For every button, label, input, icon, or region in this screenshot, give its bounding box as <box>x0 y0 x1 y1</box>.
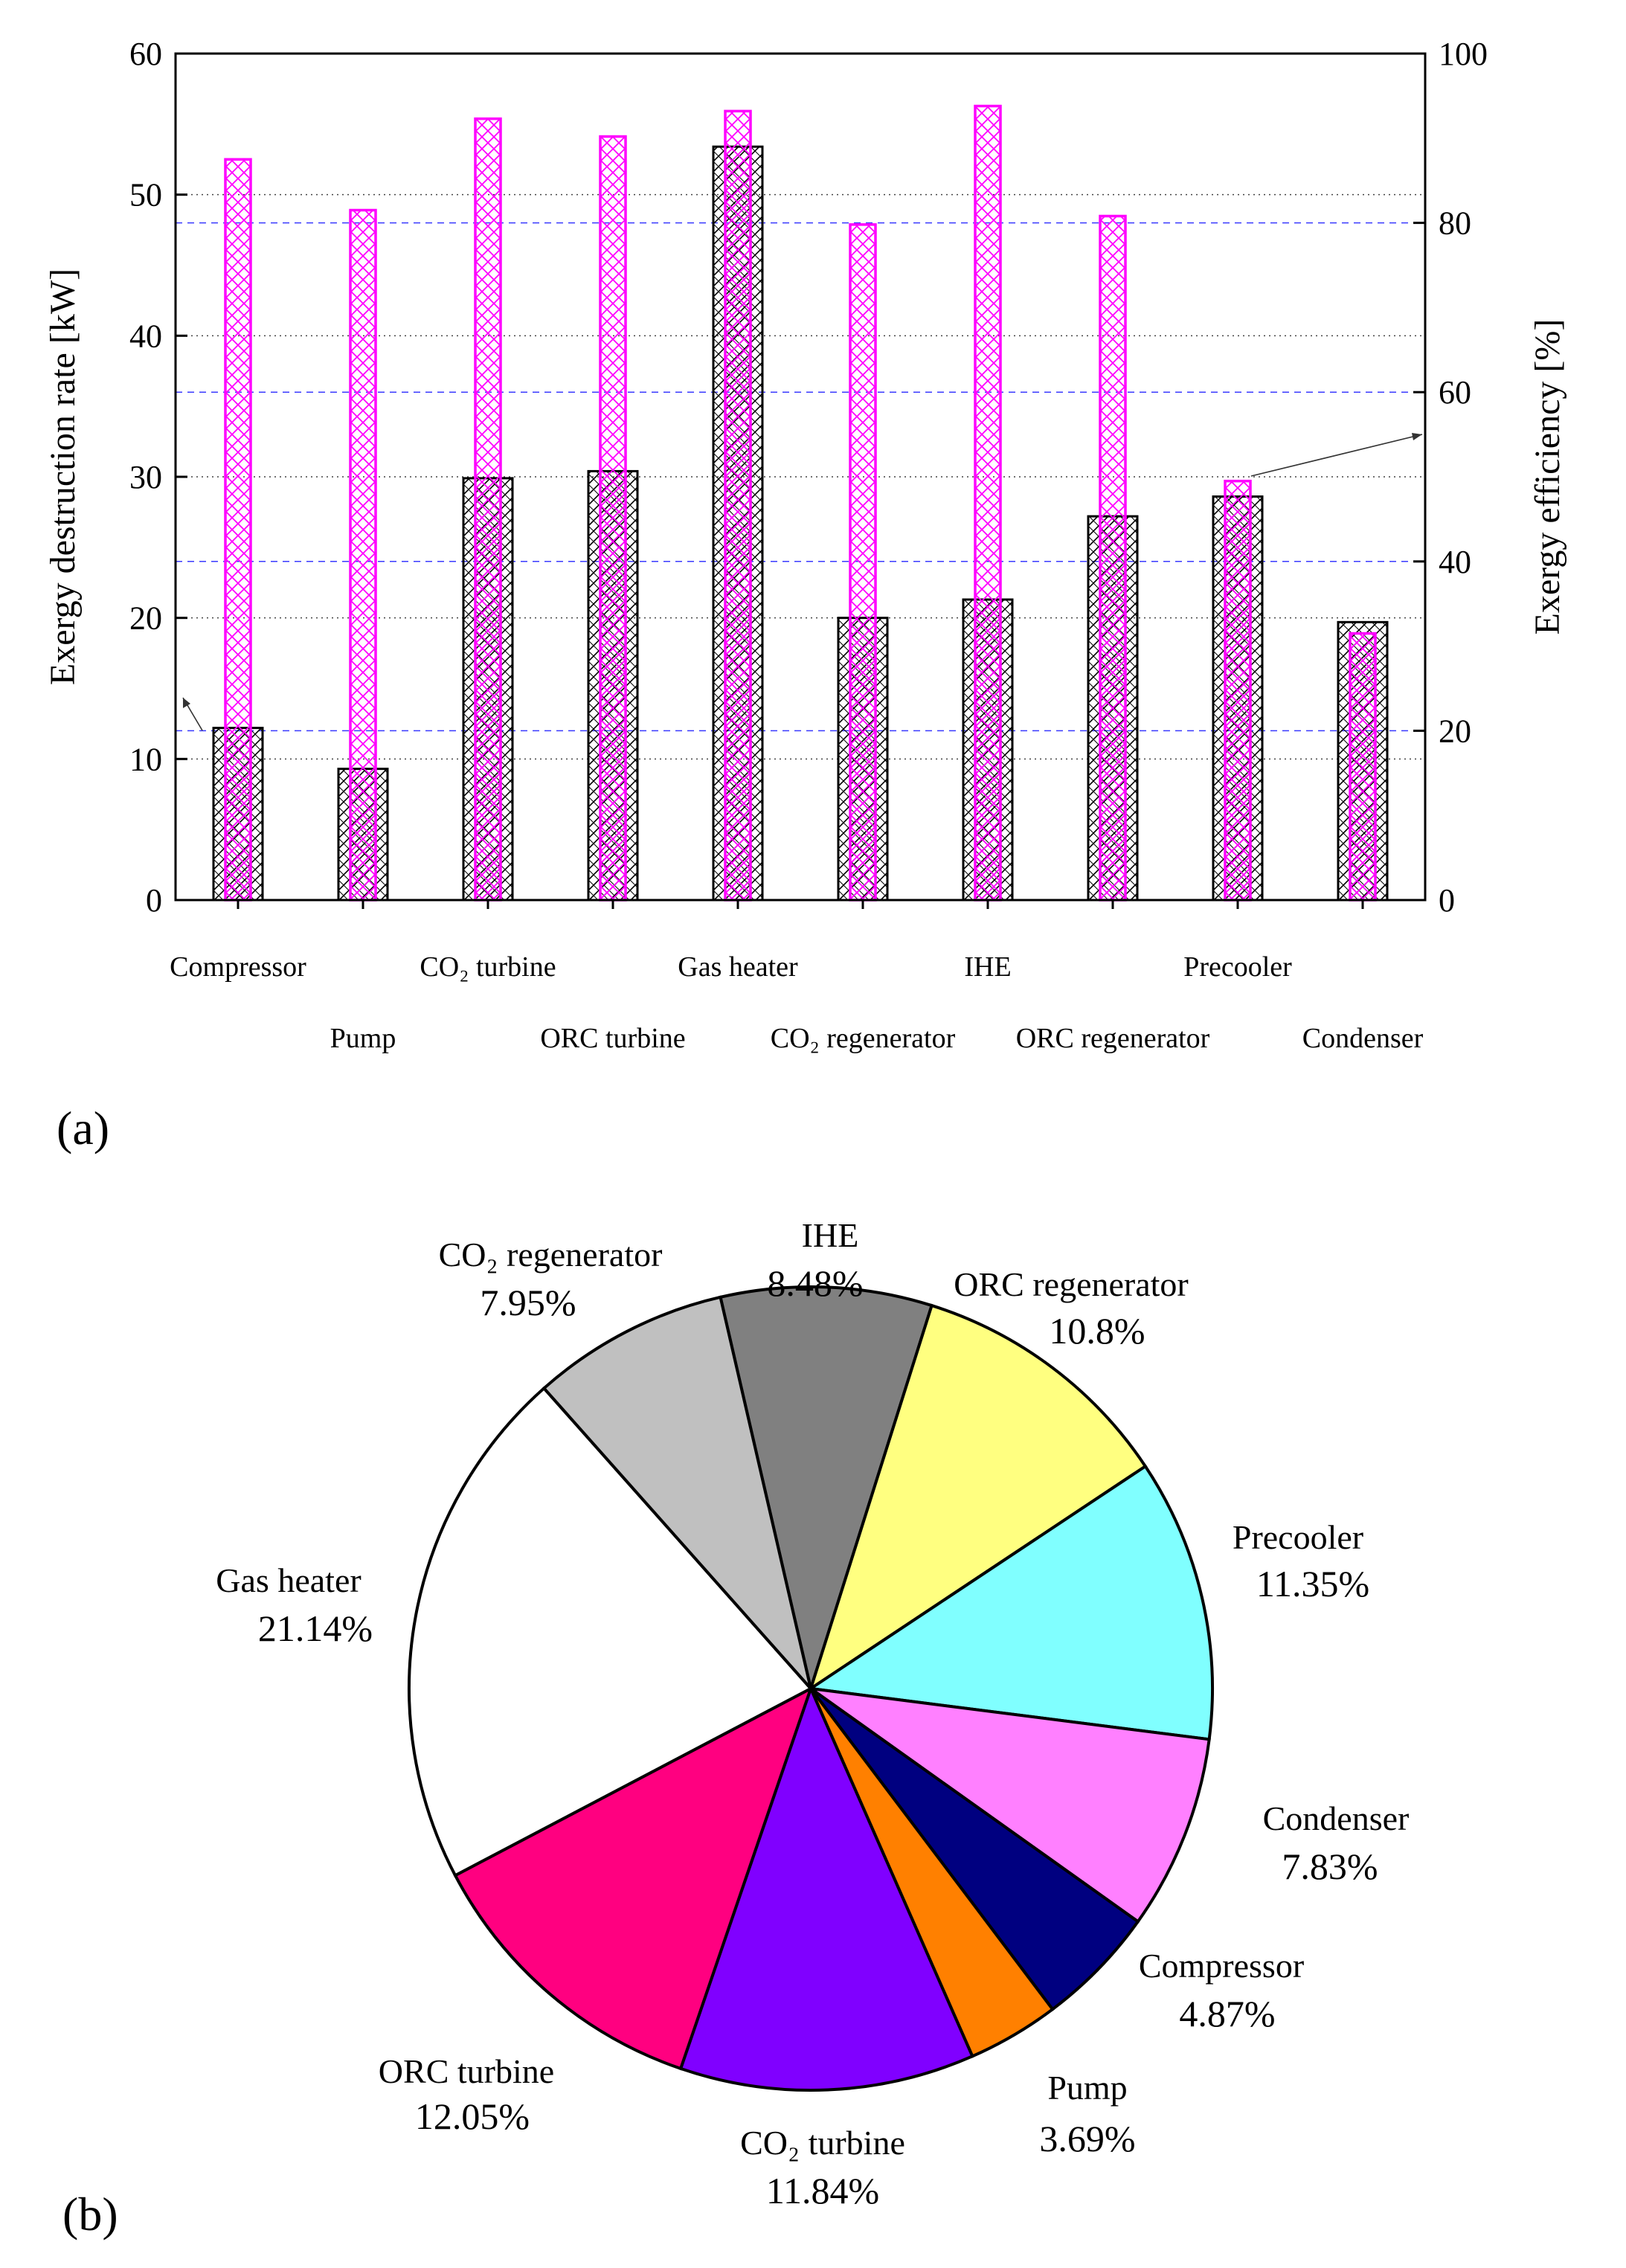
category-label: CO₂ regenerator <box>771 1023 956 1054</box>
bar-marks <box>212 104 1389 902</box>
pie-label-percent: 7.95% <box>480 1282 576 1323</box>
tick-label-left: 30 <box>129 459 162 495</box>
pie-slice <box>678 1684 974 2092</box>
pie-slice <box>806 1464 1214 1741</box>
pie-label-name: CO₂ turbine <box>740 2124 905 2162</box>
category-label: CO₂ turbine <box>420 951 556 983</box>
pie-label-percent: 4.87% <box>1179 1993 1275 2034</box>
panel-label-b: (b) <box>62 2188 118 2240</box>
category-label: Condenser <box>1302 1023 1424 1054</box>
pie-label-percent: 12.05% <box>415 2095 530 2137</box>
bar-exergy-efficiency <box>724 109 752 902</box>
bar-exergy-efficiency <box>1099 214 1127 902</box>
y2-axis-label: Exergy efficiency [%] <box>1528 319 1567 635</box>
bar-grid <box>176 193 1425 760</box>
pie-label-name: Condenser <box>1263 1799 1410 1837</box>
left-axis-arrow <box>182 697 203 731</box>
tick-label-left: 10 <box>129 741 162 777</box>
tick-label-right: 60 <box>1439 374 1471 411</box>
tick-label-left: 50 <box>129 177 162 213</box>
pie-labels: IHE 8.48% ORC regenerator 10.8% Precooler 11.… <box>216 1216 1409 2211</box>
pie-label-percent: 21.14% <box>258 1607 373 1649</box>
pie-label-percent: 11.84% <box>766 2170 879 2211</box>
bar-exergy-efficiency <box>224 158 252 902</box>
pie-label-name: ORC turbine <box>379 2052 554 2090</box>
category-label: Compressor <box>170 951 306 983</box>
pie-slice <box>809 1687 1211 1924</box>
pie-label-name: IHE <box>802 1216 859 1254</box>
pie-slice <box>808 1303 1148 1692</box>
pie-slices <box>408 1285 1214 2092</box>
tick-label-left: 0 <box>146 882 162 919</box>
bar-categories: Compressor Pump CO₂ turbine ORC turbine Gas … <box>170 951 1423 1054</box>
bar-exergy-efficiency <box>974 104 1002 902</box>
pie-label-name: Gas heater <box>216 1561 361 1599</box>
tick-label-left: 60 <box>129 36 162 72</box>
pie-label-name: CO₂ regenerator <box>439 1236 663 1273</box>
category-label: IHE <box>964 951 1011 983</box>
tick-label-left: 20 <box>129 600 162 637</box>
panel-label-a: (a) <box>57 1102 109 1154</box>
pie-label-percent: 3.69% <box>1039 2118 1135 2159</box>
pie-label-percent: 7.83% <box>1282 1845 1378 1887</box>
pie-label-percent: 11.35% <box>1256 1563 1369 1604</box>
category-label: Pump <box>330 1023 396 1054</box>
bar-exergy-efficiency <box>349 208 377 902</box>
pie-slice <box>542 1295 812 1690</box>
right-axis-arrow <box>1250 433 1423 477</box>
bar-exergy-efficiency <box>1224 479 1252 902</box>
pie-label-name: Pump <box>1047 2069 1127 2107</box>
category-label: Precooler <box>1183 951 1292 983</box>
category-label: Gas heater <box>678 951 798 983</box>
pie-chart: IHE 8.48% ORC regenerator 10.8% Precooler 11.… <box>62 1216 1409 2240</box>
pie-slice <box>408 1386 814 1877</box>
bar-exergy-efficiency <box>849 223 877 902</box>
bar-exergy-efficiency <box>474 117 502 902</box>
bar-exergy-efficiency <box>1349 632 1377 902</box>
tick-label-left: 40 <box>129 318 162 354</box>
tick-label-right: 40 <box>1439 544 1471 580</box>
bar-ticks: 0 10 20 30 40 50 60 0 20 40 60 80 100 <box>129 36 1488 919</box>
tick-label-right: 100 <box>1439 36 1488 72</box>
pie-slice <box>453 1685 814 2071</box>
pie-slice <box>809 1687 1140 2012</box>
pie-label-name: ORC regenerator <box>954 1265 1189 1303</box>
category-label: ORC turbine <box>540 1023 685 1054</box>
pie-label-name: Precooler <box>1233 1518 1363 1556</box>
bar-exergy-efficiency <box>599 135 627 902</box>
tick-label-right: 20 <box>1439 713 1471 749</box>
pie-label-percent: 10.8% <box>1049 1310 1145 1352</box>
pie-label-percent: 8.48% <box>767 1262 863 1304</box>
bar-chart: 0 10 20 30 40 50 60 0 20 40 60 80 100 Compressor Pump… <box>43 36 1567 1154</box>
pie-slice <box>719 1285 934 1694</box>
tick-label-right: 0 <box>1439 882 1455 919</box>
category-label: ORC regenerator <box>1016 1023 1210 1054</box>
y-axis-label: Exergy destruction rate [kW] <box>43 269 83 685</box>
pie-label-name: Compressor <box>1139 1947 1304 1985</box>
tick-label-right: 80 <box>1439 205 1471 242</box>
